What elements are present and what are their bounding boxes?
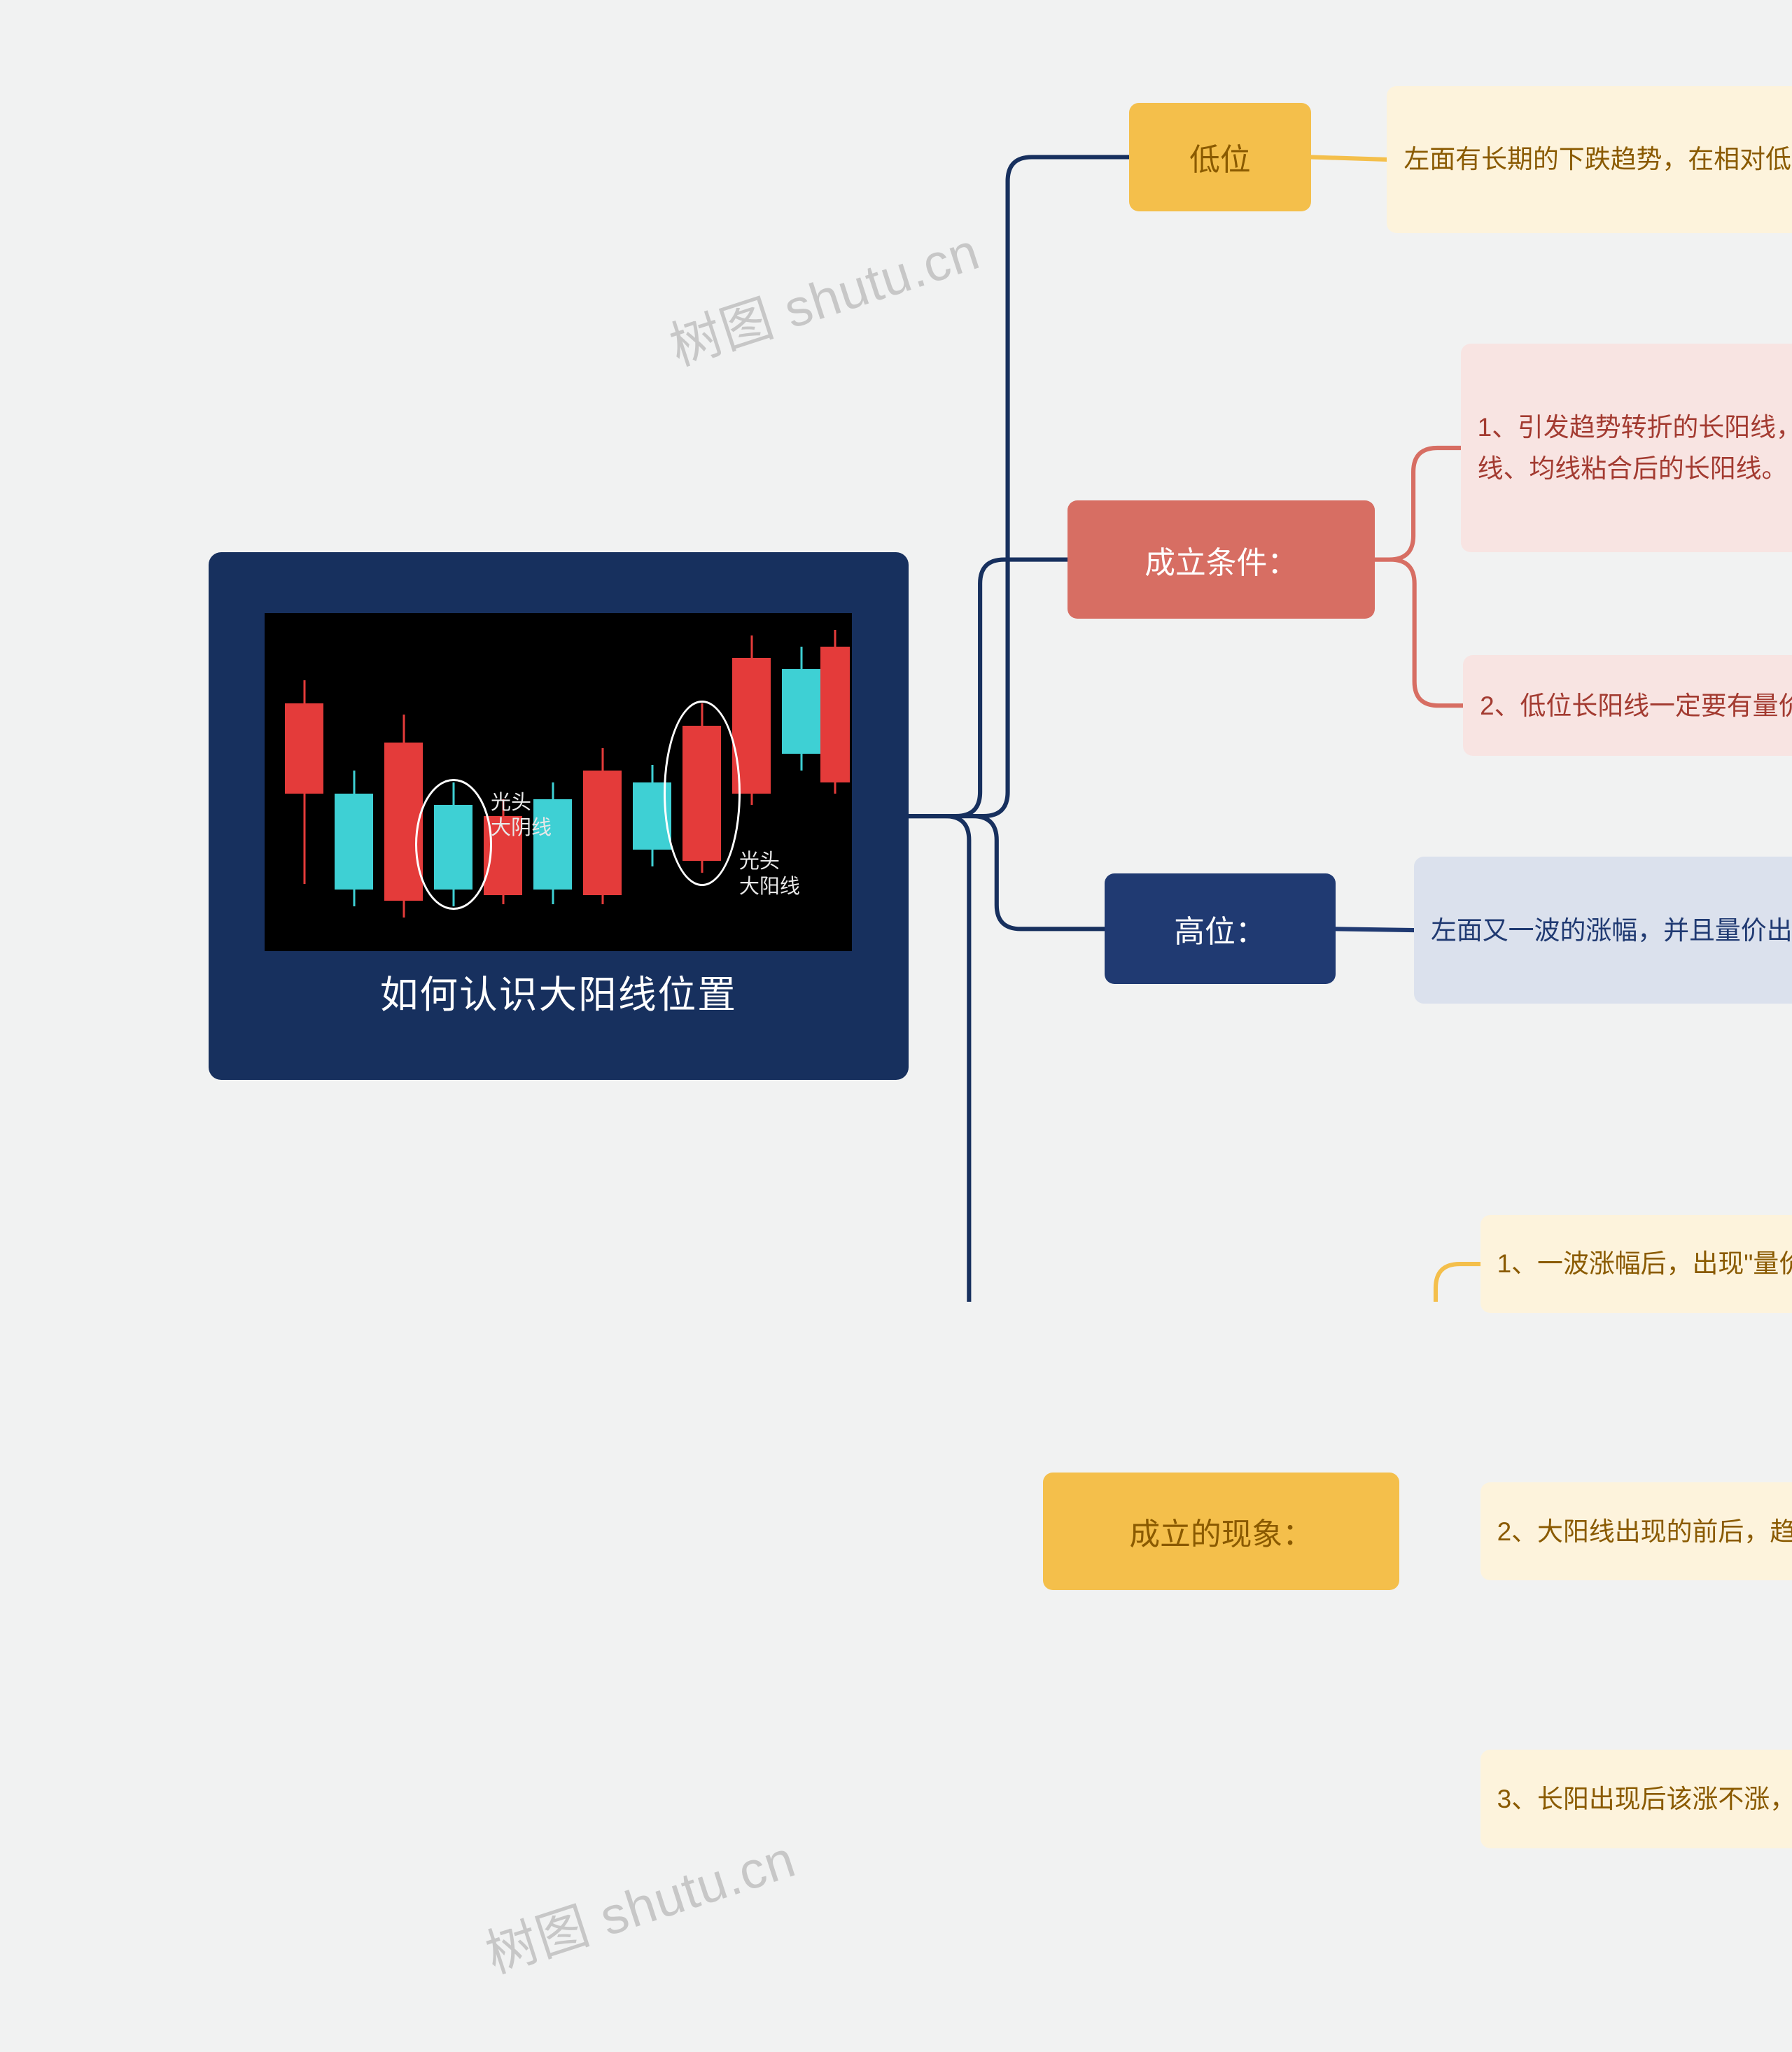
chart-highlight-circle xyxy=(415,779,492,910)
candle xyxy=(820,613,850,952)
leaf-low-0: 左面有长期的下跌趋势，在相对低位出现长阳线 xyxy=(1387,86,1792,233)
root-node: 光头大阴线光头大阳线 如何认识大阳线位置 xyxy=(209,552,908,1080)
leaf-phenomenon-1: 2、大阳线出现的前后，趋势开始减速 xyxy=(1480,1482,1792,1580)
root-candlestick-chart: 光头大阴线光头大阳线 xyxy=(265,613,852,952)
watermark-text: 树图 shutu.cn xyxy=(475,1818,804,1988)
leaf-high-0: 左面又一波的涨幅，并且量价出现背离后的大阳线 xyxy=(1414,857,1792,1004)
candle xyxy=(285,613,323,952)
branch-phenomenon: 成立的现象： xyxy=(1043,1473,1399,1590)
candle xyxy=(782,613,820,952)
chart-annotation: 大阴线 xyxy=(491,816,552,841)
candle xyxy=(583,613,622,952)
chart-highlight-circle xyxy=(664,701,741,886)
root-title: 如何认识大阳线位置 xyxy=(380,964,737,1019)
branch-condition: 成立条件： xyxy=(1068,500,1374,618)
branch-low: 低位 xyxy=(1129,103,1311,211)
leaf-condition-1: 2、低位长阳线一定要有量价配合 xyxy=(1463,655,1792,756)
candle xyxy=(484,613,522,952)
chart-annotation: 光头 xyxy=(739,850,780,874)
leaf-phenomenon-2: 3、长阳出现后该涨不涨，成交量反而增大 xyxy=(1480,1750,1792,1848)
candle xyxy=(335,613,373,952)
candle xyxy=(533,613,572,952)
leaf-condition-0: 1、引发趋势转折的长阳线，例如：底部形态的长阳线、突破下跌趋势的长阳线、均线粘合… xyxy=(1461,344,1792,552)
candle xyxy=(384,613,423,952)
leaf-phenomenon-0: 1、一波涨幅后，出现"量价背离" xyxy=(1480,1215,1792,1313)
chart-annotation: 大阳线 xyxy=(739,875,800,899)
chart-annotation: 光头 xyxy=(491,791,531,815)
branch-high: 高位： xyxy=(1105,873,1336,984)
